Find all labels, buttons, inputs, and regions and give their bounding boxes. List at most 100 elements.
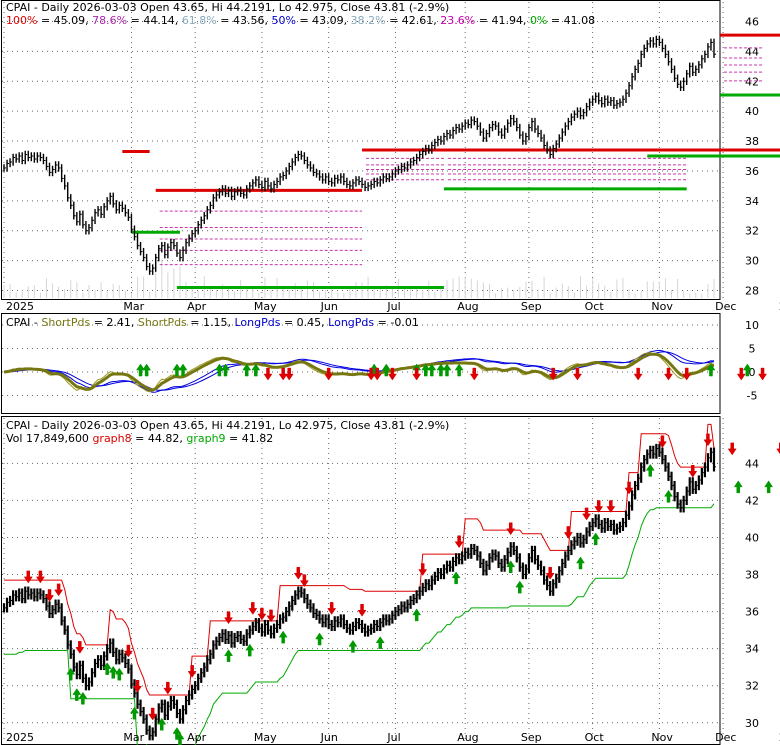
stop-up-arrow: [102, 662, 112, 675]
stop-up-arrow: [224, 649, 233, 662]
stop-up-arrow: [175, 732, 185, 745]
graph8-line: [4, 423, 715, 696]
fib-legend-part: 50%: [271, 14, 295, 27]
stop-down-arrow: [545, 566, 555, 580]
p3-xlabel-Aug: Aug: [457, 731, 478, 744]
vol-legend-part: graph9: [186, 432, 225, 445]
price-stops-panel: 44 42 40 38 36 34 32 30 CPAI - Daily 2026-03-03 …: [1, 416, 780, 745]
vol-legend-part: graph8: [92, 432, 131, 445]
p1-xlabel-Nov: Nov: [651, 300, 673, 313]
stop-up-arrow: [130, 706, 139, 720]
osc-down-arrow: [633, 367, 643, 381]
osc-line-short_slow: [3, 352, 715, 392]
fib-legend-part: = 44.14,: [127, 14, 182, 27]
stop-down-arrow: [257, 607, 267, 621]
stop-down-arrow: [563, 526, 573, 539]
p2-tick-10: 10: [745, 319, 759, 332]
stop-up-arrow: [506, 560, 516, 573]
fib-legend-part: = 43.56,: [217, 14, 272, 27]
fib-legend-part: 78.6%: [92, 14, 127, 27]
stop-down-arrow: [776, 442, 780, 455]
stop-up-arrow: [278, 630, 288, 644]
p1-xlabel-Jun: Jun: [320, 300, 338, 313]
osc-down-arrow: [469, 367, 479, 381]
p3-tick-40: 40: [745, 531, 759, 544]
p3-tick-44: 44: [745, 457, 759, 470]
oscillator-header-part: = 1.15,: [187, 316, 235, 329]
osc-up-arrow: [251, 363, 261, 377]
osc-down-arrow: [572, 367, 582, 381]
fib-legend-part: 61.8%: [182, 14, 217, 27]
stop-up-arrow: [764, 480, 774, 494]
osc-up-arrow: [221, 363, 230, 377]
osc-down-arrow: [372, 367, 382, 381]
stop-up-arrow: [157, 717, 167, 731]
oscillator-header-part: CPAI -: [6, 316, 41, 329]
p3-xlabel-May: May: [254, 731, 277, 744]
osc-up-arrow: [706, 363, 716, 377]
p2-tick--5: -5: [747, 390, 758, 403]
stop-up-arrow: [451, 571, 461, 585]
oscillator-header-part: LongPds: [235, 316, 281, 329]
stop-down-arrow: [506, 522, 516, 536]
fib-legend-part: = 41.94,: [475, 14, 530, 27]
oscillator-header-part: ShortPds: [41, 316, 90, 329]
stop-down-arrow: [45, 589, 54, 602]
p1-xlabel-Mar: Mar: [123, 300, 144, 313]
oscillator-header-part: = 0.45,: [280, 316, 328, 329]
p3-xlabel-Dec: Dec: [715, 731, 736, 744]
stop-down-arrow: [163, 681, 173, 695]
stop-down-arrow: [266, 609, 276, 623]
fib-legend: 100% = 45.09, 78.6% = 44.14, 61.8% = 43.…: [6, 14, 595, 27]
oscillator-header: CPAI - ShortPds = 2.41, ShortPds = 1.15,…: [6, 316, 419, 329]
stop-down-arrow: [624, 481, 634, 495]
osc-up-arrow: [742, 363, 752, 377]
stop-down-arrow: [224, 611, 233, 625]
stop-up-arrow: [515, 580, 525, 594]
vol-legend-part: = 41.82: [226, 432, 274, 445]
stop-up-arrow: [733, 480, 743, 494]
stop-up-arrow: [576, 556, 585, 570]
stop-down-arrow: [23, 570, 33, 584]
stop-down-arrow: [454, 535, 464, 549]
stop-down-arrow: [357, 604, 367, 617]
stop-up-arrow: [72, 688, 82, 701]
graph9-line: [4, 503, 715, 745]
p3-tick-34: 34: [745, 643, 759, 656]
osc-down-arrow: [736, 367, 746, 381]
oscillator-header-part: ShortPds: [138, 316, 187, 329]
p3-tick-36: 36: [745, 606, 759, 619]
p1-tick-40: 40: [745, 105, 759, 118]
osc-up-arrow: [242, 363, 252, 377]
price-fib-header: CPAI - Daily 2026-03-03 Open 43.65, Hi 4…: [6, 1, 449, 14]
osc-down-arrow: [263, 367, 273, 381]
osc-down-arrow: [387, 367, 397, 381]
stop-up-arrow: [664, 489, 673, 503]
fib-legend-part: = 41.08: [547, 14, 595, 27]
p3-xlabel-Jul: Jul: [386, 731, 400, 744]
stop-down-arrow: [75, 641, 85, 654]
stop-down-arrow: [187, 665, 197, 678]
stop-down-arrow: [688, 465, 698, 478]
p1-tick-36: 36: [745, 165, 759, 178]
oscillator-panel: 10 5 0 -5 CPAI - ShortPds = 2.41, ShortPds =…: [1, 313, 768, 414]
p3-tick-42: 42: [745, 494, 759, 507]
vol-legend-part: Vol 17,849,600: [6, 432, 92, 445]
p3-xlabel-Oct: Oct: [585, 731, 605, 744]
osc-up-arrow: [178, 363, 188, 377]
stop-down-arrow: [54, 583, 64, 597]
stop-up-arrow: [348, 639, 358, 653]
p3-tick-32: 32: [745, 680, 759, 693]
fib-legend-part: 0%: [530, 14, 547, 27]
p1-xlabel-Jul: Jul: [386, 300, 400, 313]
p1-xlabel-2025: 2025: [6, 300, 34, 313]
p3-xlabel-Nov: Nov: [651, 731, 673, 744]
stop-down-arrow: [123, 644, 133, 658]
osc-down-arrow: [412, 367, 422, 381]
p1-xlabel-2026: 2026: [779, 300, 780, 313]
stop-down-arrow: [133, 679, 142, 693]
osc-down-arrow: [284, 367, 294, 381]
p1-xlabel-Dec: Dec: [715, 300, 736, 313]
stop-down-arrow: [418, 563, 428, 576]
stop-down-arrow: [582, 507, 592, 521]
